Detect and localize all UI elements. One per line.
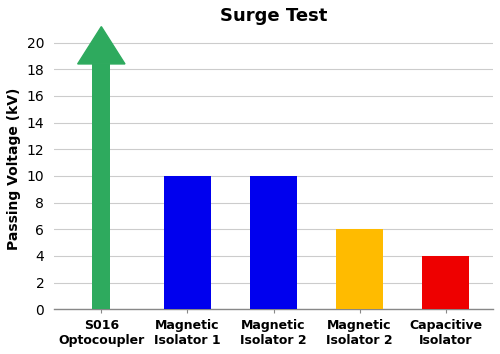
Y-axis label: Passing Voltage (kV): Passing Voltage (kV) xyxy=(7,88,21,251)
Bar xyxy=(78,42,125,309)
Bar xyxy=(422,256,470,309)
Polygon shape xyxy=(78,27,125,64)
Bar xyxy=(336,229,384,309)
Bar xyxy=(250,176,297,309)
Bar xyxy=(164,176,211,309)
Title: Surge Test: Surge Test xyxy=(220,7,327,25)
Bar xyxy=(92,64,110,309)
